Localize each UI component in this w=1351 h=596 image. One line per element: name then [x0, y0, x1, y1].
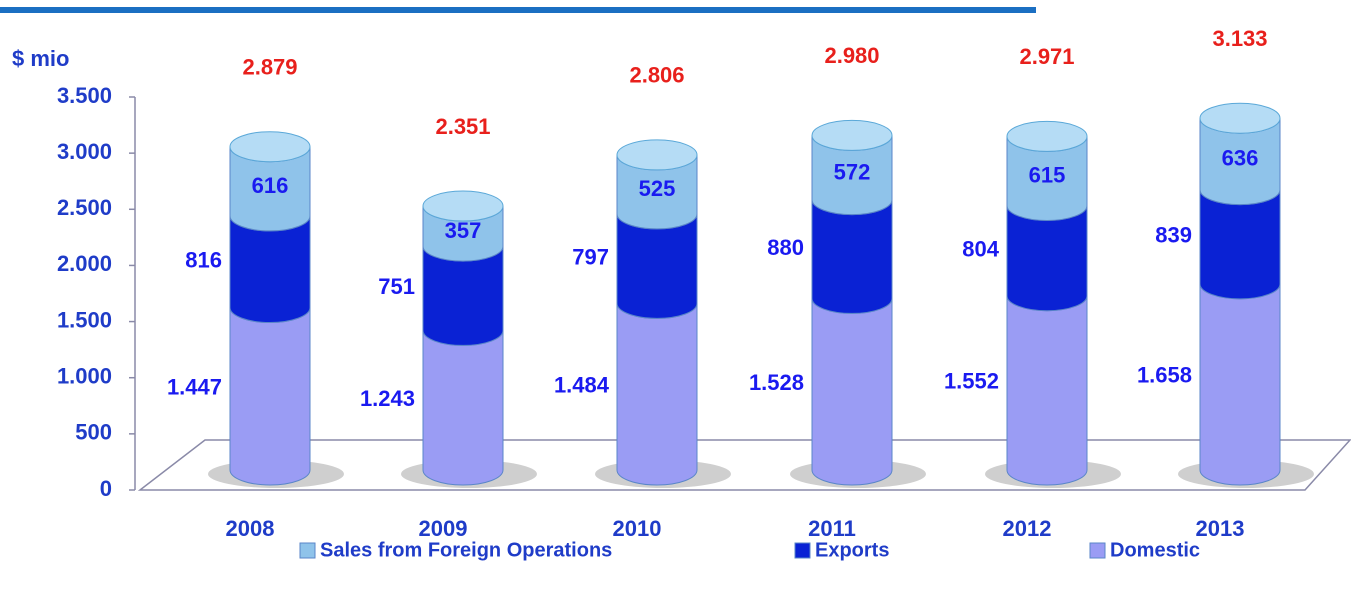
data-label: 1.484	[554, 372, 610, 397]
total-label: 2.971	[1019, 44, 1074, 69]
data-label: 880	[767, 235, 804, 260]
data-label: 751	[378, 274, 415, 299]
legend-label: Exports	[815, 539, 889, 561]
legend-label: Sales from Foreign Operations	[320, 539, 612, 561]
x-tick-label: 2008	[226, 516, 275, 541]
data-label: 572	[834, 159, 871, 184]
cylinder-segment	[811, 199, 893, 314]
data-label: 1.447	[167, 375, 222, 400]
y-tick-label: 3.500	[57, 83, 112, 108]
total-label: 3.133	[1212, 26, 1267, 51]
cylinder-top	[1199, 102, 1281, 134]
total-label: 2.806	[629, 63, 684, 88]
cylinder-segment	[616, 213, 698, 319]
cylinder-top	[422, 190, 504, 222]
total-label: 2.980	[824, 43, 879, 68]
cylinder-top	[616, 139, 698, 171]
cylinder-top	[1006, 120, 1088, 152]
data-label: 797	[572, 244, 609, 269]
data-label: 1.658	[1137, 363, 1192, 388]
y-axis-label: $ mio	[12, 46, 69, 71]
y-tick-label: 2.500	[57, 195, 112, 220]
cylinder-segment	[422, 330, 504, 486]
x-tick-label: 2009	[419, 516, 468, 541]
data-label: 804	[962, 236, 999, 261]
data-label: 615	[1029, 163, 1066, 188]
x-tick-label: 2012	[1003, 516, 1052, 541]
legend-swatch	[299, 542, 316, 559]
y-tick-label: 1.000	[57, 364, 112, 389]
cylinder-segment	[1006, 205, 1088, 312]
cylinder-segment	[229, 215, 311, 324]
data-label: 839	[1155, 223, 1192, 248]
data-label: 816	[185, 248, 222, 273]
y-tick-label: 1.500	[57, 307, 112, 332]
cylinder-segment	[811, 298, 893, 486]
data-label: 1.528	[749, 370, 804, 395]
y-tick-label: 3.000	[57, 139, 112, 164]
data-label: 525	[639, 176, 676, 201]
cylinder-segment	[616, 303, 698, 486]
y-tick-label: 0	[100, 476, 112, 501]
cylinder-top	[811, 119, 893, 151]
cylinder-segment	[1199, 283, 1281, 486]
data-label: 616	[252, 173, 289, 198]
floor	[137, 439, 1351, 491]
y-tick-label: 2.000	[57, 251, 112, 276]
cylinder-segment	[1199, 189, 1281, 300]
data-label: 357	[445, 218, 482, 243]
legend-swatch	[794, 542, 811, 559]
y-tick-label: 500	[75, 420, 112, 445]
x-tick-label: 2013	[1196, 516, 1245, 541]
total-label: 2.879	[242, 55, 297, 80]
data-label: 636	[1222, 146, 1259, 171]
header-bar	[0, 7, 1036, 13]
cylinder-segment	[229, 307, 311, 486]
cylinder-segment	[1006, 295, 1088, 486]
x-tick-label: 2010	[613, 516, 662, 541]
data-label: 1.243	[360, 386, 415, 411]
total-label: 2.351	[435, 114, 490, 139]
legend-swatch	[1089, 542, 1106, 559]
cylinder-top	[229, 131, 311, 163]
x-tick-label: 2011	[808, 516, 856, 541]
data-label: 1.552	[944, 369, 999, 394]
legend-label: Domestic	[1110, 539, 1200, 561]
